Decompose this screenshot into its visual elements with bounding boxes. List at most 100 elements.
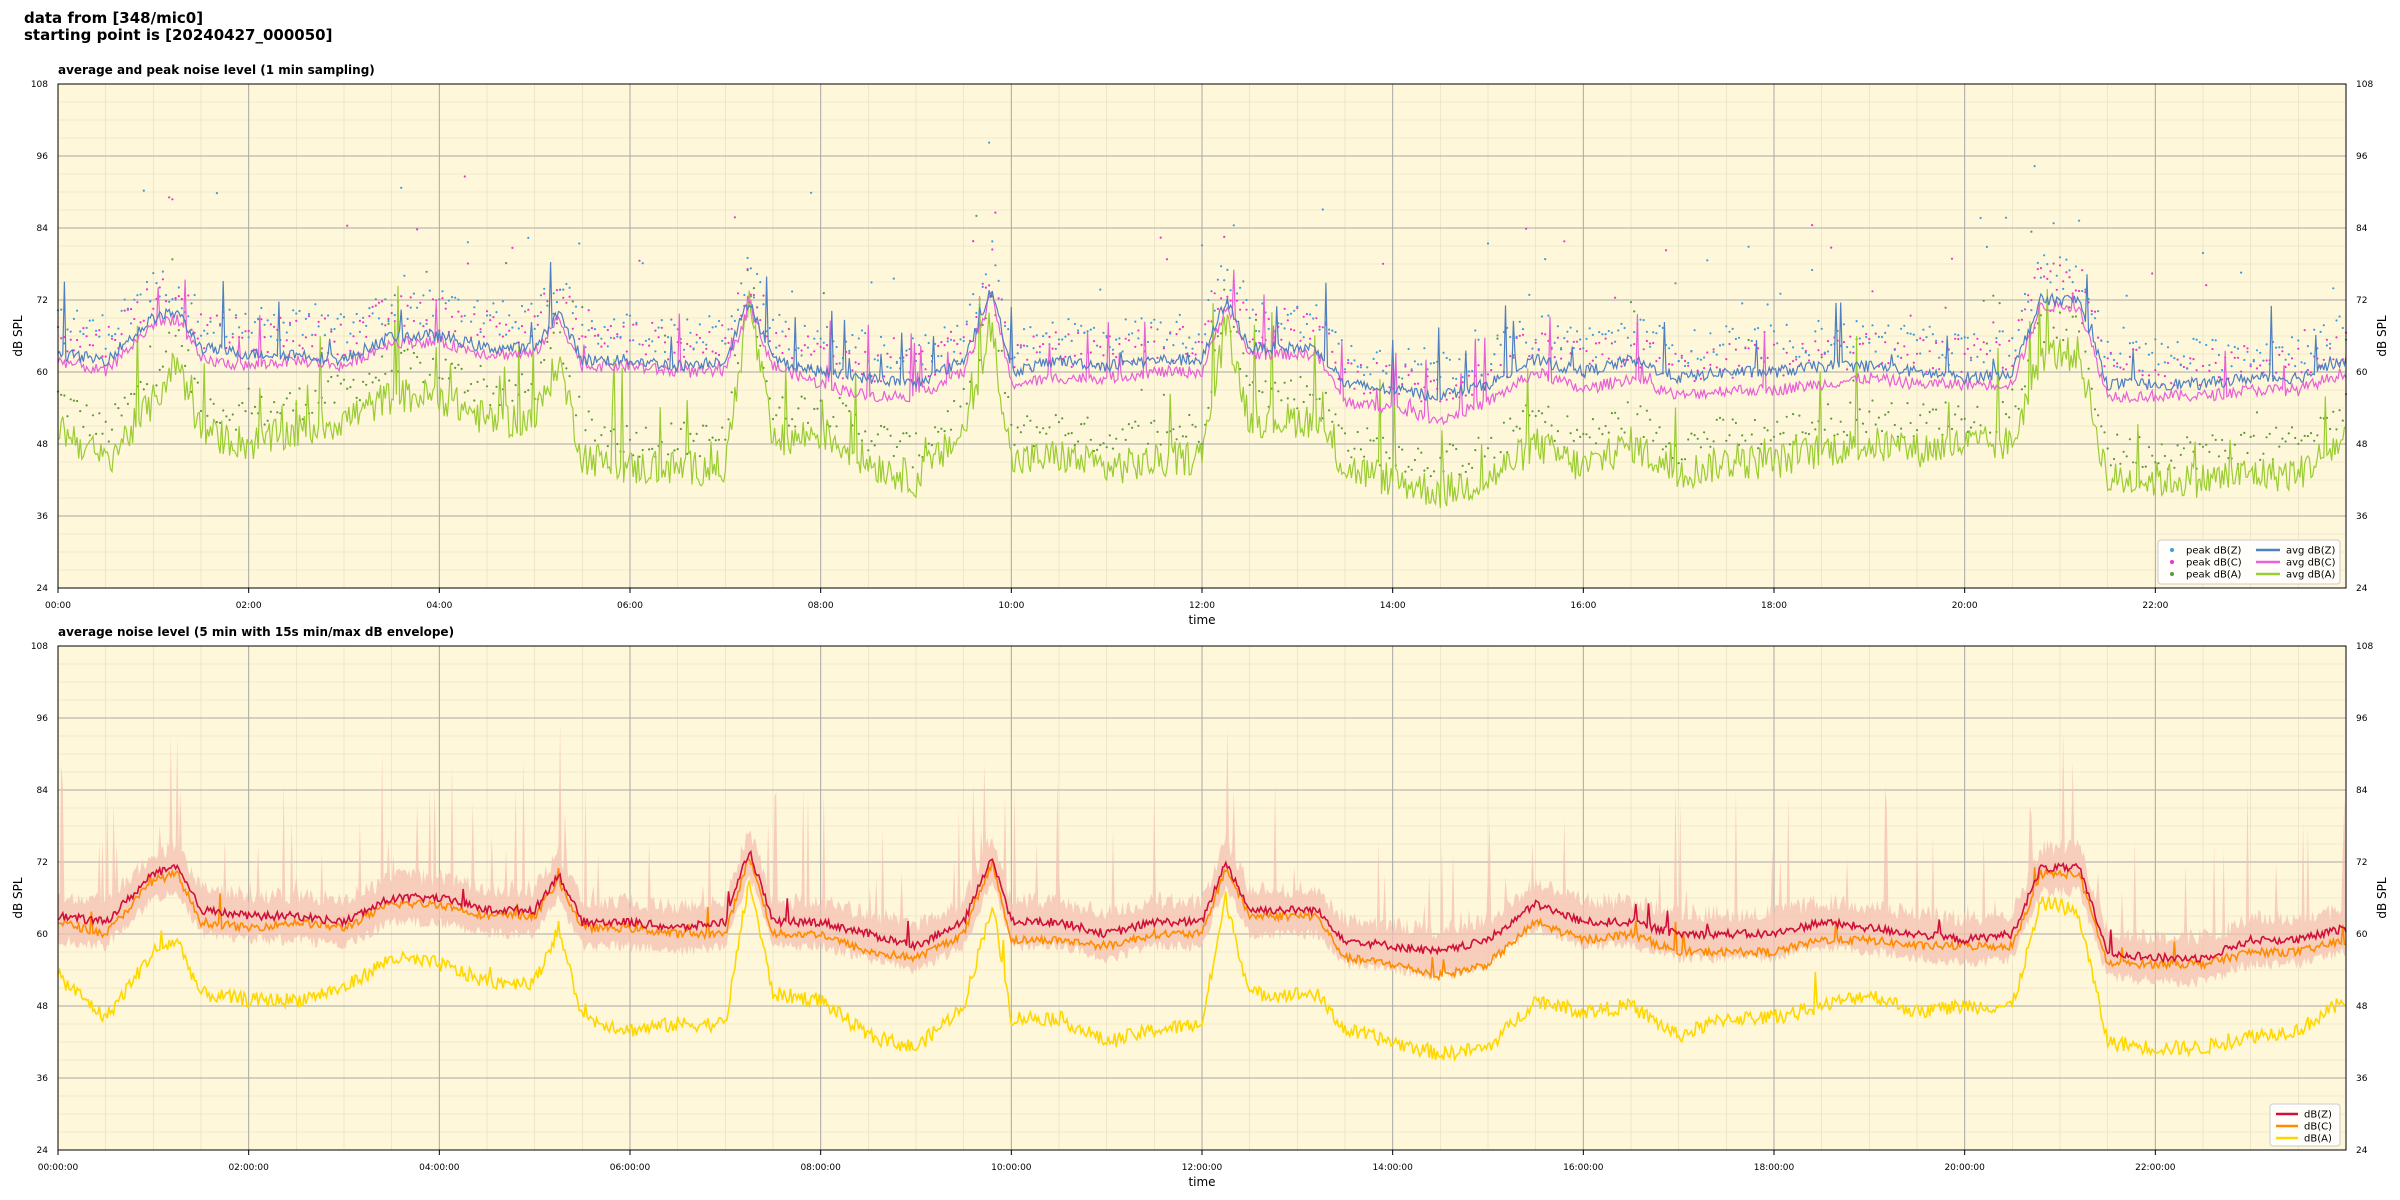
peak-point [1954,413,1957,416]
y-tick-label-left: 24 [37,1146,49,1156]
peak-point [358,319,361,322]
peak-point [1493,353,1496,356]
peak-point [2329,342,2332,345]
peak-point [730,327,733,330]
peak-point [390,304,393,307]
peak-point [695,333,698,336]
peak-point [2154,369,2157,372]
peak-point [1661,448,1664,451]
peak-point [1280,338,1283,341]
peak-point [298,387,301,390]
peak-point [1792,413,1795,416]
peak-point [377,317,381,320]
peak-point [546,304,549,307]
peak-point [1518,427,1521,430]
peak-point [298,309,301,313]
peak-point [1922,403,1925,406]
peak-point [241,336,244,339]
peak-point [806,421,810,424]
peak-point [2290,357,2294,360]
peak-point [1687,438,1690,441]
peak-point [571,327,574,330]
peak-point [2259,458,2262,461]
peak-point [2284,358,2287,361]
peak-point [1712,440,1715,443]
peak-point [368,315,371,318]
peak-point [1896,355,1899,358]
peak-point [301,347,304,350]
y-tick-label-right: 96 [2356,152,2368,162]
peak-point [1328,328,1331,331]
peak-point [835,362,838,365]
peak-point [1302,336,1305,339]
peak-point [1038,431,1041,434]
peak-point [1121,350,1124,353]
peak-point [1582,432,1585,436]
peak-point [1779,292,1782,295]
peak-point [1308,313,1312,316]
peak-point [333,327,336,331]
peak-point [330,328,333,331]
peak-point [2049,281,2052,284]
peak-point [1267,327,1270,330]
peak-point [1715,366,1718,369]
peak-point [158,368,161,371]
peak-point [1861,342,1865,345]
peak-point [292,309,295,312]
x-tick-label: 16:00:00 [1563,1163,1604,1173]
peak-point [2166,361,2170,365]
peak-point [1664,249,1668,252]
legend-label: dB(Z) [2304,1110,2332,1121]
peak-point [374,298,377,301]
peak-point [2265,359,2268,362]
header-source-line: data from [348/mic0] [24,9,204,27]
peak-point [384,372,387,375]
peak-point [495,325,498,328]
peak-point [673,323,676,327]
peak-point [975,311,978,315]
peak-point [304,336,307,339]
y-tick-label-right: 36 [2356,1074,2368,1084]
peak-point [1588,327,1591,330]
peak-point [126,307,129,310]
peak-point [1706,351,1709,354]
peak-point [1289,312,1293,315]
peak-point [1811,224,1814,227]
peak-point [1054,331,1057,334]
peak-point [1696,437,1699,440]
peak-point [555,322,559,325]
peak-point [1353,387,1356,390]
peak-point [2097,336,2100,339]
peak-point [905,432,908,435]
peak-point [1741,302,1744,305]
peak-point [1251,338,1254,341]
peak-point [2275,371,2278,374]
peak-point [72,317,75,320]
peak-point [956,324,959,327]
peak-point [670,318,673,321]
peak-point [377,379,381,382]
peak-point [641,262,644,265]
peak-point [1547,314,1550,317]
peak-point [918,344,921,347]
peak-point [2249,435,2252,438]
peak-point [1687,361,1690,365]
peak-point [581,306,584,309]
peak-point [1382,369,1385,372]
peak-point [1029,326,1032,329]
peak-point [1258,330,1261,333]
peak-point [2195,338,2198,341]
peak-point [69,398,72,401]
peak-point [1232,325,1235,328]
peak-point [972,240,975,243]
peak-point [244,330,247,333]
peak-point [1950,257,1954,260]
peak-point [365,335,368,338]
peak-point [1067,432,1070,435]
peak-point [412,292,415,295]
peak-point [463,391,466,394]
peak-point [1925,421,1928,424]
peak-point [2055,274,2058,277]
peak-point [2071,281,2074,284]
